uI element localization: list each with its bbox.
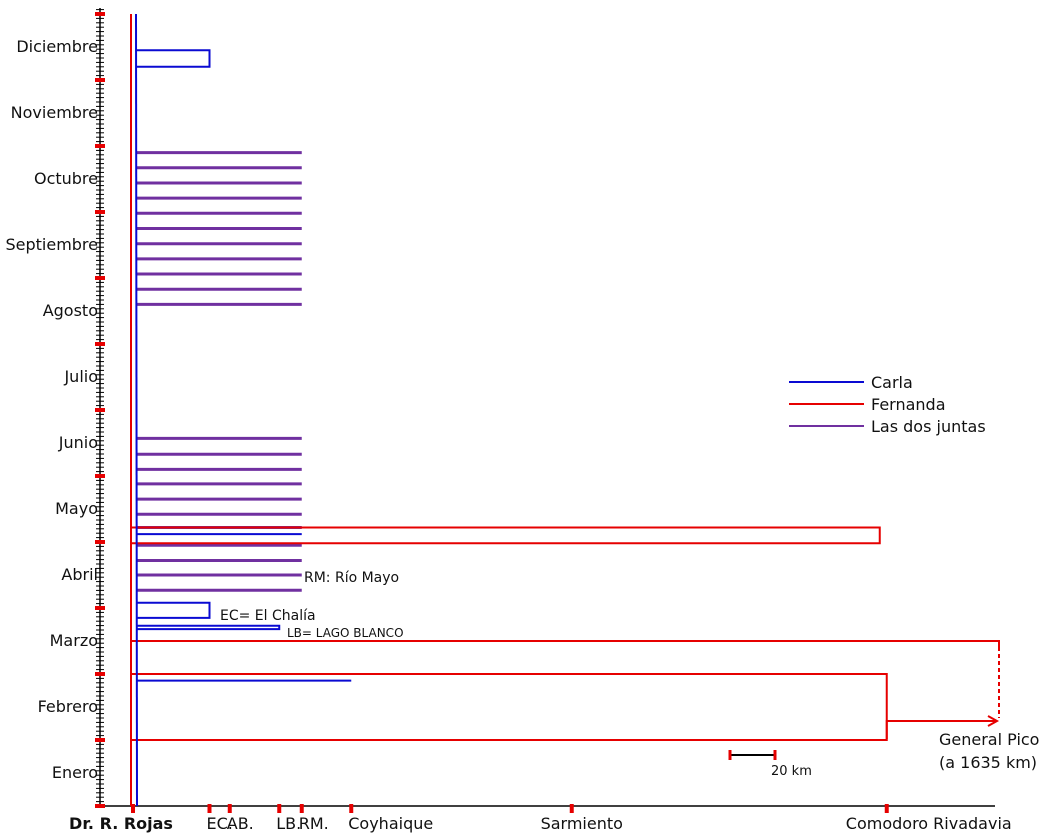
general-pico-arrowhead	[987, 715, 1000, 727]
month-label-5: Junio	[58, 433, 98, 452]
location-label-2: AB.	[227, 814, 254, 833]
legend-label-0: Carla	[871, 373, 913, 392]
labels: RM: Río Mayo EC= El Chalía LB= LAGO BLAN…	[220, 570, 1039, 779]
location-label-6: Sarmiento	[541, 814, 623, 833]
trip-fernanda-2	[131, 526, 881, 545]
location-label-0: Dr. R. Rojas	[69, 814, 173, 833]
legend: Carla Fernanda Las dos juntas	[789, 373, 986, 436]
general-pico-distance: (a 1635 km)	[939, 753, 1037, 772]
month-label-2: Marzo	[50, 631, 98, 650]
month-label-7: Agosto	[43, 301, 98, 320]
trip-carla-2	[137, 601, 211, 619]
general-pico-label: General Pico	[939, 730, 1039, 749]
month-label-0: Enero	[52, 763, 98, 782]
annotation-el-chalia: EC= El Chalía	[220, 608, 316, 624]
trip-carla-1	[137, 624, 281, 631]
location-label-7: Comodoro Rivadavia	[846, 814, 1012, 833]
annotation-rio-mayo: RM: Río Mayo	[304, 570, 399, 586]
month-label-8: Septiembre	[5, 235, 98, 254]
month-label-1: Febrero	[38, 697, 98, 716]
scale-bar-label: 20 km	[771, 764, 812, 779]
series-las-dos-juntas	[137, 151, 302, 592]
carla-baseline	[135, 13, 138, 807]
month-ticks	[95, 9, 105, 808]
general-pico-route	[885, 720, 996, 739]
location-label-1: EC.	[207, 814, 233, 833]
location-label-4: RM.	[299, 814, 329, 833]
trip-fernanda-0	[131, 673, 888, 741]
trip-carla-4	[137, 49, 211, 68]
legend-label-1: Fernanda	[871, 395, 946, 414]
month-label-3: Abril	[61, 565, 98, 584]
month-label-9: Octubre	[34, 169, 98, 188]
month-label-4: Mayo	[55, 499, 98, 518]
annotation-lago-blanco: LB= LAGO BLANCO	[287, 626, 404, 640]
axes: Enero Febrero Marzo Abril Mayo Junio Julio Agos…	[5, 8, 1012, 833]
location-label-3: LB.	[276, 814, 301, 833]
legend-label-2: Las dos juntas	[871, 417, 986, 436]
location-label-5: Coyhaique	[348, 814, 433, 833]
series-carla	[135, 13, 352, 807]
month-label-11: Diciembre	[16, 37, 98, 56]
series-fernanda	[130, 14, 1000, 806]
month-label-10: Noviembre	[11, 103, 98, 122]
month-label-6: Julio	[63, 367, 98, 386]
trip-fernanda-1	[131, 640, 1000, 647]
